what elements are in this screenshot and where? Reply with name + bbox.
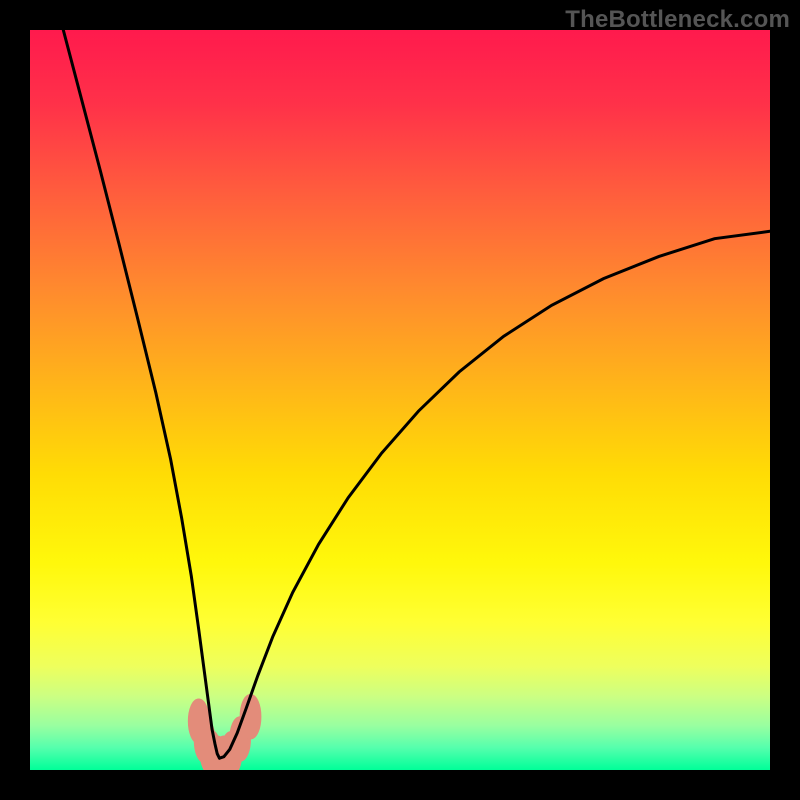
gradient-background: [30, 30, 770, 770]
chart-svg: [30, 30, 770, 770]
outer-frame: TheBottleneck.com: [0, 0, 800, 800]
plot-area: [30, 30, 770, 770]
watermark-text: TheBottleneck.com: [565, 6, 790, 34]
